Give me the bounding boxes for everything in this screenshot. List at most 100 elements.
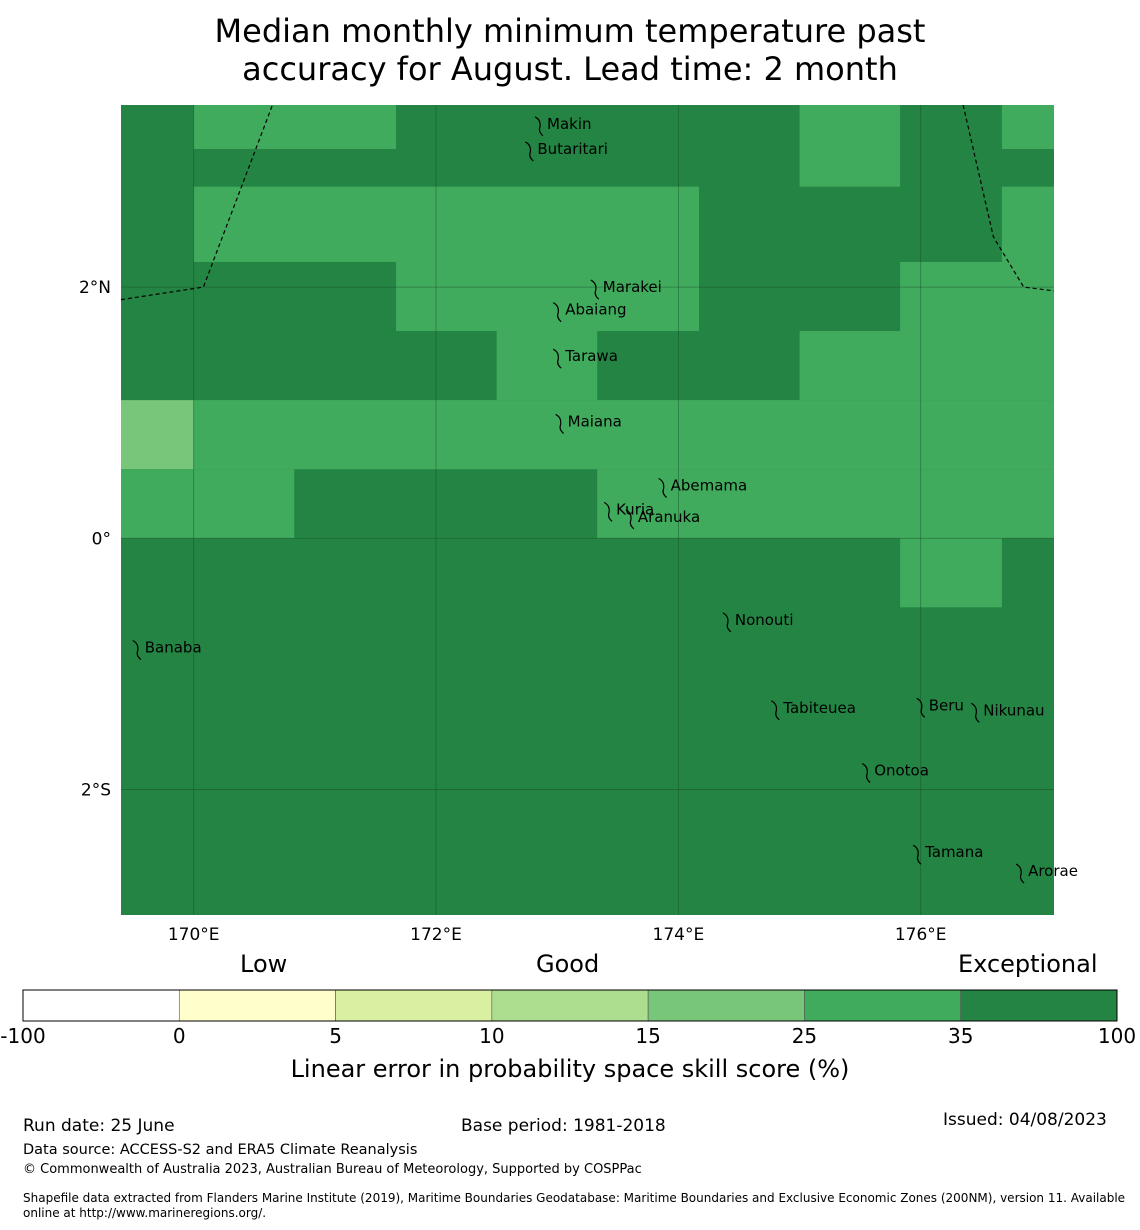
island-outline (912, 844, 922, 865)
island-onotoa: Onotoa (861, 762, 929, 784)
skill-cell (799, 105, 901, 187)
island-beru: Beru (916, 696, 964, 718)
island-label: Abaiang (565, 301, 626, 319)
map-axes: 170°E 172°E 174°E 176°E 2°N 0° 2°S (79, 278, 947, 945)
data-source: Data source: ACCESS-S2 and ERA5 Climate … (23, 1142, 418, 1158)
skill-map: Makin Butaritari Marakei Abaiang Tarawa Maian… (22, 104, 1118, 1022)
colorbar-tick-label: 35 (947, 1024, 974, 1048)
island-abemama: Abemama (658, 477, 748, 498)
colorbar-tick-label: 25 (791, 1024, 818, 1048)
island-label: Nonouti (735, 611, 794, 629)
island-outline (603, 501, 613, 522)
skill-cell (496, 331, 598, 401)
issued-date: Issued: 04/08/2023 (943, 1110, 1107, 1130)
colorbar-tick-label: 0 (172, 1024, 186, 1048)
colorbar-heading-low: Low (240, 950, 288, 978)
island-label: Onotoa (874, 762, 929, 780)
map-title-line-1: Median monthly minimum temperature past (214, 12, 926, 50)
island-label: Tamana (924, 843, 983, 861)
skill-cell (121, 469, 295, 539)
lat-tick-label: 2°N (79, 278, 111, 298)
island-nonouti: Nonouti (722, 611, 794, 633)
island-label: Makin (547, 115, 592, 133)
island-tarawa: Tarawa (552, 347, 618, 369)
skill-cell (597, 469, 1054, 539)
lon-tick-label: 176°E (895, 925, 947, 945)
lon-tick-label: 172°E (410, 925, 462, 945)
lon-tick-label: 170°E (168, 925, 220, 945)
skill-cell (900, 538, 1002, 608)
island-outline (625, 509, 635, 530)
skill-cell (900, 261, 1054, 332)
island-arorae: Arorae (1015, 862, 1078, 884)
island-outline (658, 477, 668, 498)
map-area: Makin Butaritari Marakei Abaiang Tarawa Maian… (120, 104, 1078, 915)
island-outline (590, 279, 600, 300)
colorbar-segment (960, 989, 1118, 1022)
island-outline (525, 141, 534, 162)
colorbar-heading-exceptional: Exceptional (958, 950, 1098, 978)
run-date: Run date: 25 June (23, 1116, 175, 1136)
eez-boundary-line (962, 104, 1055, 292)
lon-tick-label: 174°E (653, 925, 705, 945)
colorbar-segment (647, 989, 805, 1022)
colorbar-segment (335, 989, 493, 1022)
island-outline (970, 702, 980, 723)
island-butaritari: Butaritari (525, 140, 608, 162)
colorbar-heading-good: Good (536, 950, 600, 978)
colorbar-tick-label: -100 (0, 1024, 46, 1048)
colorbar-frame (22, 989, 1118, 1022)
skill-cell (396, 261, 699, 332)
island-tabiteuea: Tabiteuea (771, 699, 856, 721)
shapefile-credit: Shapefile data extracted from Flanders M… (23, 1191, 1126, 1220)
colorbar-tick-label: 10 (479, 1024, 505, 1048)
island-label: Nikunau (983, 701, 1044, 719)
island-tamana: Tamana (912, 843, 983, 865)
island-outline (552, 348, 562, 369)
island-aranuka: Aranuka (625, 508, 700, 530)
colorbar-tick-label: 100 (1097, 1024, 1137, 1048)
island-kuria: Kuria (603, 500, 654, 522)
skill-cell (193, 105, 397, 149)
colorbar-segment (178, 989, 336, 1022)
island-outline (552, 302, 562, 323)
island-label: Butaritari (537, 140, 608, 158)
island-label: Arorae (1028, 862, 1078, 880)
lat-tick-label: 2°S (81, 780, 111, 800)
colorbar-segment (22, 989, 180, 1022)
island-outline (916, 697, 926, 718)
island-makin: Makin (534, 115, 592, 137)
lat-tick-label: 0° (92, 529, 111, 549)
island-label: Beru (929, 696, 964, 714)
island-abaiang: Abaiang (552, 301, 627, 323)
skill-cell (193, 186, 699, 262)
base-period: Base period: 1981-2018 (461, 1116, 666, 1136)
colorbar-segment (804, 989, 962, 1022)
island-label: Marakei (603, 278, 662, 296)
skill-cell (121, 400, 194, 470)
copyright-notice: © Commonwealth of Australia 2023, Austra… (23, 1162, 642, 1177)
island-outline (132, 639, 142, 660)
island-label: Kuria (616, 500, 654, 518)
colorbar-segment (491, 989, 649, 1022)
skill-cell (1001, 105, 1054, 149)
skill-cell (799, 331, 1054, 401)
colorbar (22, 989, 1118, 1022)
skill-cell (1001, 186, 1054, 262)
colorbar-tick-label: 15 (635, 1024, 661, 1048)
island-outline (861, 763, 871, 784)
island-label: Aranuka (638, 508, 700, 526)
island-marakei: Marakei (590, 278, 662, 300)
island-outline (534, 116, 544, 137)
island-outline (1015, 863, 1025, 884)
island-nikunau: Nikunau (970, 701, 1045, 723)
eez-boundary-line (120, 104, 274, 301)
island-maiana: Maiana (555, 412, 622, 434)
colorbar-tick-label: 5 (329, 1024, 342, 1048)
island-label: Maiana (568, 412, 622, 430)
island-outline (722, 612, 732, 633)
island-label: Abemama (671, 477, 748, 495)
island-outline (555, 413, 565, 434)
map-title-line-2: accuracy for August. Lead time: 2 month (242, 50, 898, 88)
island-label: Tabiteuea (782, 699, 856, 717)
